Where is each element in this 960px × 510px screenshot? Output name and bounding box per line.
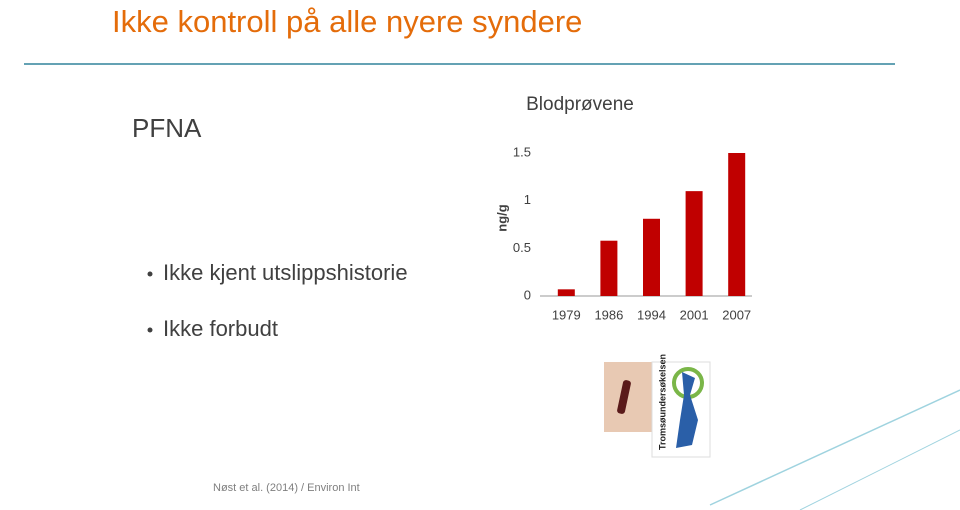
bullet: Ikke forbudt [163, 316, 278, 341]
bullet: Ikke kjent utslippshistorie [163, 260, 408, 285]
heading: PFNA [132, 113, 202, 143]
blood-tube [617, 380, 631, 414]
y-tick-label: 1.5 [513, 144, 531, 159]
y-axis-label: ng/g [494, 204, 509, 231]
y-tick-label: 0.5 [513, 240, 531, 255]
logo-text: Tromsøundersøkelsen [657, 354, 667, 450]
y-tick-label: 1 [524, 192, 531, 207]
bar [728, 153, 746, 296]
decor-line [799, 429, 960, 510]
bar [600, 240, 618, 296]
bullet-dot [147, 271, 153, 277]
x-tick-label: 1994 [637, 307, 666, 322]
chart-title: Blodprøvene [526, 94, 634, 115]
x-tick-label: 1986 [594, 307, 623, 322]
bar [643, 218, 660, 296]
bullet-dot [147, 327, 153, 333]
x-tick-label: 2001 [680, 307, 709, 322]
footer: Nøst et al. (2014) / Environ Int [213, 482, 360, 494]
x-tick-label: 2007 [722, 307, 751, 322]
slide-title: Ikke kontroll på alle nyere syndere [112, 4, 582, 39]
photo [604, 362, 653, 432]
x-tick-label: 1979 [552, 307, 581, 322]
y-tick-label: 0 [524, 287, 531, 302]
logo-map [676, 372, 698, 448]
bar [557, 289, 575, 296]
decor-line [709, 389, 960, 506]
bar [685, 191, 703, 296]
